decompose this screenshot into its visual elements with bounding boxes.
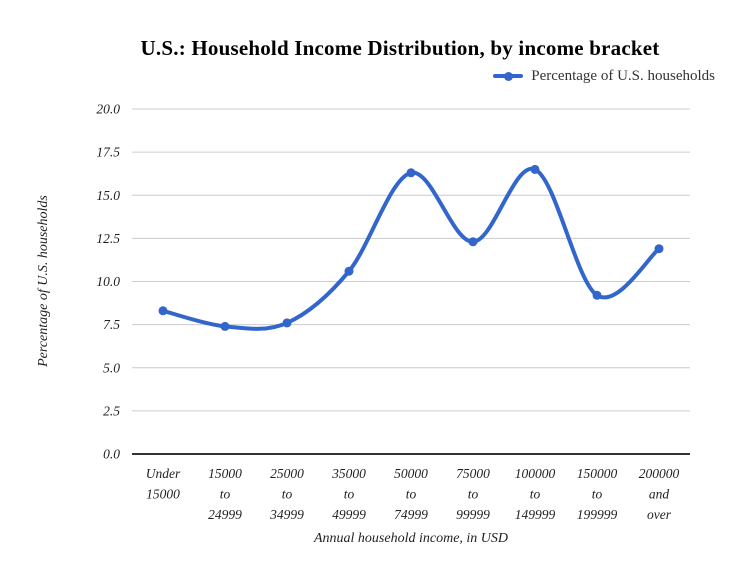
x-category-label: 25000 xyxy=(270,466,304,481)
x-category-label: 200000 xyxy=(639,466,680,481)
y-tick-label: 7.5 xyxy=(103,317,120,332)
line-series-marker-icon xyxy=(493,71,524,81)
x-category-label: 34999 xyxy=(269,507,304,522)
x-category-label: to xyxy=(220,487,231,502)
x-category-label: Under xyxy=(146,466,181,481)
series-line xyxy=(161,166,661,331)
y-tick-label: 10.0 xyxy=(96,274,120,289)
y-tick-label: 20.0 xyxy=(96,102,120,117)
chart-title: U.S.: Household Income Distribution, by … xyxy=(140,36,660,60)
y-tick-labels: 0.0 2.5 5.0 7.5 10.0 12.5 15.0 17.5 20.0 xyxy=(96,102,120,462)
x-category-label: 149999 xyxy=(515,507,556,522)
x-category-label: 15000 xyxy=(146,487,180,502)
data-point xyxy=(344,266,354,276)
x-category-label: 75000 xyxy=(456,466,490,481)
data-point xyxy=(406,168,416,178)
data-points xyxy=(158,164,664,331)
data-point xyxy=(530,164,540,174)
legend-dot-icon xyxy=(503,71,513,81)
x-category-label: to xyxy=(592,487,603,502)
x-category-label: to xyxy=(468,487,479,502)
x-category-label: 50000 xyxy=(394,466,428,481)
x-category-labels: Under 15000 15000 to 24999 25000 to 34999 35000 t… xyxy=(146,466,680,522)
x-category-label: 99999 xyxy=(456,507,490,522)
legend-label: Percentage of U.S. households xyxy=(531,67,715,84)
x-category-label: to xyxy=(406,487,417,502)
x-category-label: to xyxy=(530,487,541,502)
x-category-label: 74999 xyxy=(394,507,428,522)
data-point xyxy=(282,318,292,328)
data-point xyxy=(158,306,168,316)
data-point xyxy=(592,290,602,300)
x-category-label: 199999 xyxy=(577,507,618,522)
y-tick-label: 0.0 xyxy=(103,447,120,462)
gridlines xyxy=(132,108,690,455)
data-point xyxy=(220,321,230,331)
x-category-label: 150000 xyxy=(577,466,618,481)
data-point xyxy=(468,237,478,247)
x-category-label: 49999 xyxy=(332,507,366,522)
y-tick-label: 12.5 xyxy=(96,231,120,246)
y-tick-label: 2.5 xyxy=(103,403,120,418)
data-point xyxy=(654,244,664,254)
x-axis-title: Annual household income, in USD xyxy=(313,531,509,546)
y-tick-label: 15.0 xyxy=(96,188,120,203)
y-tick-label: 5.0 xyxy=(103,360,120,375)
legend: Percentage of U.S. households xyxy=(493,66,715,86)
x-category-label: and xyxy=(649,487,670,502)
x-category-label: to xyxy=(344,487,355,502)
x-category-label: 15000 xyxy=(208,466,242,481)
x-category-label: 35000 xyxy=(331,466,366,481)
x-category-label: over xyxy=(647,507,672,522)
x-category-label: to xyxy=(282,487,293,502)
y-tick-label: 17.5 xyxy=(96,145,120,160)
x-category-label: 100000 xyxy=(515,466,556,481)
x-category-label: 24999 xyxy=(208,507,242,522)
